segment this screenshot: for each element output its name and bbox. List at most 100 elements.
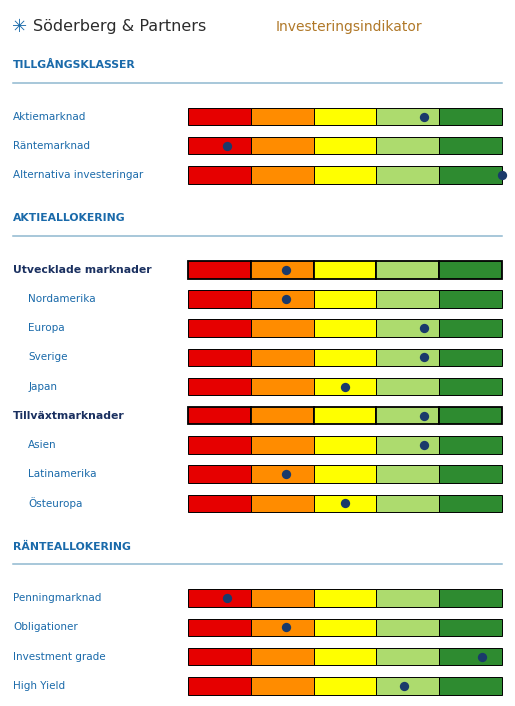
Bar — [314, 261, 376, 279]
Bar — [251, 349, 314, 366]
Bar — [439, 378, 502, 395]
Bar — [251, 618, 314, 636]
Text: ✳: ✳ — [12, 18, 27, 36]
Point — [400, 680, 408, 691]
Point — [419, 410, 427, 421]
Bar — [376, 137, 439, 155]
Bar — [439, 618, 502, 636]
Bar — [376, 407, 439, 424]
Bar — [251, 590, 314, 607]
Bar — [439, 166, 502, 184]
Bar — [376, 618, 439, 636]
Point — [419, 111, 427, 122]
Bar — [439, 465, 502, 483]
Text: Penningmarknad: Penningmarknad — [13, 593, 101, 603]
Point — [223, 140, 231, 151]
Text: Utvecklade marknader: Utvecklade marknader — [13, 265, 151, 275]
Point — [419, 323, 427, 334]
Text: Latinamerika: Latinamerika — [28, 469, 97, 479]
Text: Östeuropa: Östeuropa — [28, 497, 83, 509]
Bar — [251, 166, 314, 184]
Text: Japan: Japan — [28, 381, 57, 392]
Bar — [188, 319, 251, 337]
Bar — [188, 618, 251, 636]
Point — [419, 439, 427, 450]
Bar — [314, 407, 376, 424]
Text: Aktiemarknad: Aktiemarknad — [13, 112, 86, 121]
Bar — [251, 261, 314, 279]
Text: Nordamerika: Nordamerika — [28, 294, 96, 304]
Bar — [251, 494, 314, 512]
Bar — [251, 319, 314, 337]
Bar — [188, 436, 251, 454]
Text: Tillväxtmarknader: Tillväxtmarknader — [13, 411, 125, 421]
Bar — [314, 349, 376, 366]
Bar — [188, 407, 251, 424]
Bar — [376, 590, 439, 607]
Bar — [251, 465, 314, 483]
Bar — [314, 319, 376, 337]
Bar — [188, 494, 251, 512]
Bar — [314, 618, 376, 636]
Bar — [251, 378, 314, 395]
Bar — [314, 465, 376, 483]
Bar — [376, 378, 439, 395]
Text: TILLGÅNGSKLASSER: TILLGÅNGSKLASSER — [13, 60, 135, 70]
Bar — [314, 648, 376, 665]
Text: Investment grade: Investment grade — [13, 652, 106, 662]
Bar — [251, 108, 314, 125]
Bar — [314, 494, 376, 512]
Bar — [376, 261, 439, 279]
Bar — [188, 166, 251, 184]
Bar — [188, 648, 251, 665]
Bar — [314, 436, 376, 454]
Bar — [439, 494, 502, 512]
Text: Alternativa investeringar: Alternativa investeringar — [13, 170, 143, 180]
Bar — [188, 290, 251, 308]
Bar — [439, 436, 502, 454]
Bar — [439, 407, 502, 424]
Bar — [188, 137, 251, 155]
Bar — [314, 108, 376, 125]
Bar — [376, 290, 439, 308]
Bar — [314, 378, 376, 395]
Bar — [188, 590, 251, 607]
Text: Sverige: Sverige — [28, 352, 68, 362]
Bar — [251, 648, 314, 665]
Text: Asien: Asien — [28, 440, 57, 450]
Bar — [439, 108, 502, 125]
Bar — [314, 590, 376, 607]
Bar — [314, 290, 376, 308]
Bar — [376, 648, 439, 665]
Point — [282, 293, 290, 304]
Bar — [314, 137, 376, 155]
Point — [478, 651, 487, 662]
Bar — [439, 648, 502, 665]
Bar — [439, 349, 502, 366]
Point — [498, 169, 506, 181]
Text: Räntemarknad: Räntemarknad — [13, 140, 90, 150]
Bar — [439, 319, 502, 337]
Bar — [439, 590, 502, 607]
Bar — [251, 137, 314, 155]
Point — [282, 264, 290, 275]
Bar — [376, 436, 439, 454]
Bar — [251, 290, 314, 308]
Bar — [376, 677, 439, 695]
Bar — [376, 465, 439, 483]
Point — [341, 381, 349, 393]
Bar — [251, 677, 314, 695]
Bar — [251, 436, 314, 454]
Bar — [376, 319, 439, 337]
Bar — [251, 407, 314, 424]
Point — [341, 498, 349, 509]
Bar — [188, 465, 251, 483]
Text: Europa: Europa — [28, 323, 65, 333]
Text: RÄNTEALLOKERING: RÄNTEALLOKERING — [13, 542, 131, 551]
Text: AKTIEALLOKERING: AKTIEALLOKERING — [13, 213, 126, 223]
Bar — [188, 261, 251, 279]
Bar — [314, 166, 376, 184]
Point — [419, 352, 427, 363]
Point — [282, 622, 290, 633]
Bar — [376, 494, 439, 512]
